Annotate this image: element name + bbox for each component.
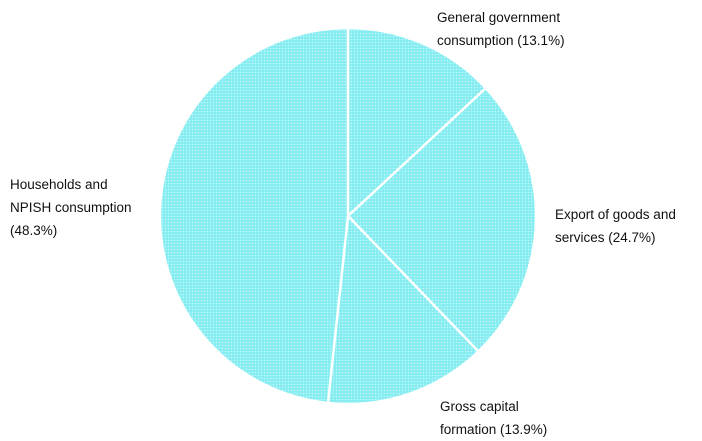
slice-label-export-line-2: services (24.7%) [555, 230, 656, 245]
slice-label-general-government: General government consumption (13.1%) [437, 10, 565, 48]
pie-slice-gross-capital-formation [326, 214, 480, 406]
slice-label-households: Households and NPISH consumption (48.3%) [10, 177, 135, 238]
pie-slice-general-government-consumption [346, 26, 488, 218]
slice-label-gross-capital: Gross capital formation (13.9%) [440, 399, 547, 437]
slice-label-export: Export of goods and services (24.7%) [555, 207, 680, 245]
slice-label-households-line-3: (48.3%) [10, 223, 57, 238]
pie-slices [158, 26, 538, 406]
slice-label-general-government-line-2: consumption (13.1%) [437, 33, 565, 48]
pie-slice-households-and-npish-consumption [158, 26, 350, 405]
pie-slice-export-of-goods-and-services [346, 86, 538, 353]
slice-label-export-line-1: Export of goods and [555, 207, 676, 222]
slice-label-households-line-2: NPISH consumption [10, 200, 132, 215]
slice-label-households-line-1: Households and [10, 177, 108, 192]
slice-label-gross-capital-line-1: Gross capital [440, 399, 519, 414]
slice-label-gross-capital-line-2: formation (13.9%) [440, 422, 547, 437]
slice-label-general-government-line-1: General government [437, 10, 560, 25]
